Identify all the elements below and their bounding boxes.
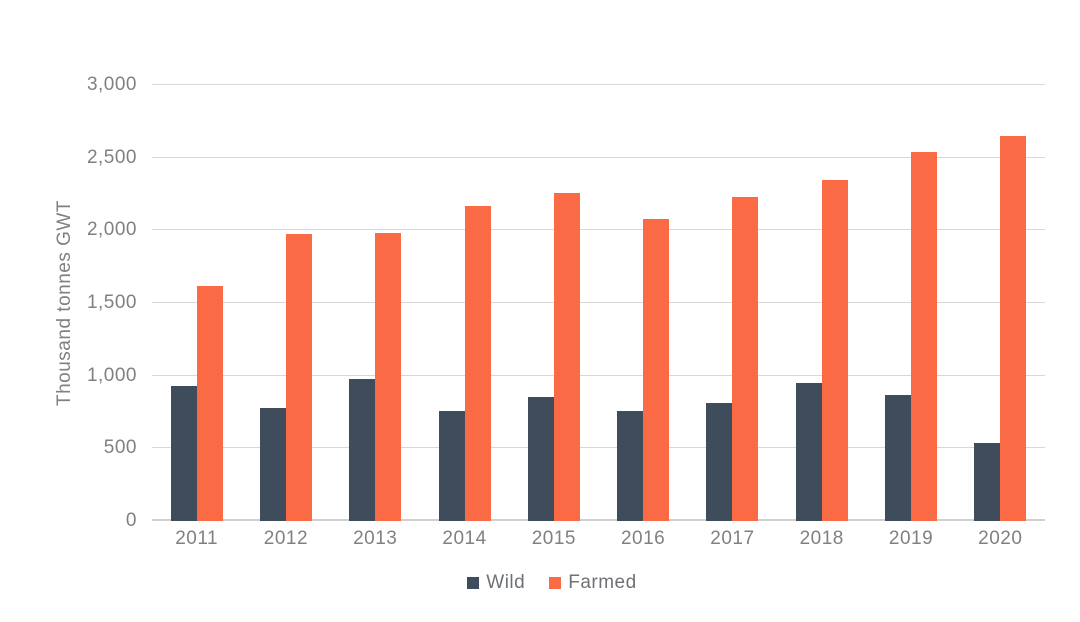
bar-wild-2019 xyxy=(885,394,912,521)
x-tick-label-2019: 2019 xyxy=(888,528,934,549)
bar-farmed-2016 xyxy=(643,219,670,521)
gridline-1500 xyxy=(152,302,1045,303)
bar-wild-2020 xyxy=(974,442,1001,521)
farmed-swatch-icon xyxy=(549,577,562,589)
y-tick-label-0: 0 xyxy=(125,510,137,531)
legend-item-farmed: Farmed xyxy=(549,572,636,594)
bar-group-2014 xyxy=(420,85,509,521)
x-tick-label-2014: 2014 xyxy=(442,528,487,549)
bar-farmed-2019 xyxy=(911,151,938,521)
x-tick-label-2011: 2011 xyxy=(175,528,219,549)
x-tick-label-2017: 2017 xyxy=(710,528,755,549)
x-tick-label-2012: 2012 xyxy=(263,528,309,549)
bar-farmed-2018 xyxy=(821,179,848,521)
gridline-1000 xyxy=(152,374,1045,376)
bar-group-2016 xyxy=(598,85,687,521)
y-axis: 0 500 1,000 1,500 2,000 2,500 3,000 xyxy=(0,75,137,531)
wild-swatch-icon xyxy=(467,577,480,589)
x-tick-label-2015: 2015 xyxy=(531,528,576,549)
bar-group-2013 xyxy=(331,85,420,521)
bar-group-2019 xyxy=(866,85,955,521)
legend-label-farmed: Farmed xyxy=(568,572,637,593)
bar-farmed-2011 xyxy=(196,285,223,521)
bar-farmed-2017 xyxy=(732,196,759,521)
legend-label-wild: Wild xyxy=(486,572,526,593)
gridline-0 xyxy=(152,519,1045,521)
bar-wild-2017 xyxy=(706,402,733,521)
x-tick-label-2013: 2013 xyxy=(353,528,398,549)
y-tick-label-2000: 2,000 xyxy=(86,219,137,241)
gridline-500 xyxy=(152,447,1045,449)
bar-wild-2013 xyxy=(349,379,376,521)
bar-wild-2012 xyxy=(259,408,286,521)
bar-group-2015 xyxy=(509,85,598,521)
bar-farmed-2020 xyxy=(1000,135,1027,521)
bar-group-2020 xyxy=(956,85,1045,521)
x-tick-label-2018: 2018 xyxy=(799,528,844,549)
bar-group-2017 xyxy=(688,85,777,521)
y-tick-label-500: 500 xyxy=(103,437,137,459)
bars-layer xyxy=(152,85,1045,521)
bar-wild-2011 xyxy=(170,385,197,521)
bar-farmed-2014 xyxy=(464,206,491,521)
bar-wild-2016 xyxy=(617,411,644,521)
bar-farmed-2013 xyxy=(375,232,402,521)
y-tick-label-1500: 1,500 xyxy=(86,292,137,313)
bar-farmed-2015 xyxy=(553,193,580,521)
bar-wild-2014 xyxy=(438,411,465,521)
y-tick-label-1000: 1,000 xyxy=(86,364,137,386)
gridline-2000 xyxy=(152,229,1045,231)
y-tick-label-2500: 2,500 xyxy=(86,146,137,168)
gridline-2500 xyxy=(152,156,1045,158)
plot-area xyxy=(152,84,1045,521)
legend: Wild Farmed xyxy=(12,572,1080,594)
bar-wild-2018 xyxy=(795,382,822,521)
gridline-3000 xyxy=(152,84,1045,85)
x-tick-label-2016: 2016 xyxy=(620,528,666,549)
bar-wild-2015 xyxy=(527,396,554,521)
y-tick-label-3000: 3,000 xyxy=(86,74,137,95)
x-tick-label-2020: 2020 xyxy=(978,528,1023,549)
bar-group-2018 xyxy=(777,85,866,521)
bar-farmed-2012 xyxy=(285,234,312,521)
legend-item-wild: Wild xyxy=(467,572,525,594)
bar-group-2012 xyxy=(241,85,330,521)
bar-group-2011 xyxy=(152,85,241,521)
x-axis: 2011 2012 2013 2014 2015 2016 2017 2018 2019 2020 xyxy=(152,528,1045,550)
